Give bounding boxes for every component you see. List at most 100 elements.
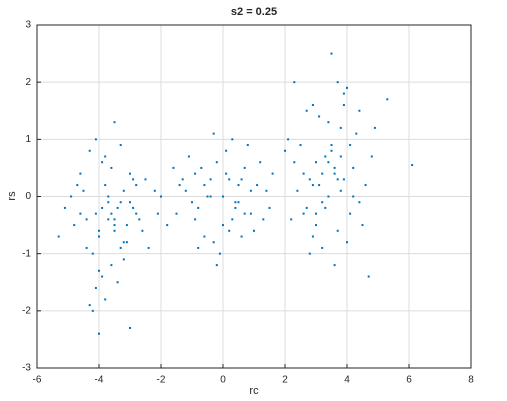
y-tick-label: -1 [22,248,31,259]
point [122,241,125,244]
point [290,218,293,221]
point [94,138,97,141]
point [293,81,296,84]
point [271,172,274,175]
point [203,184,206,187]
point [342,104,345,107]
point [73,224,76,227]
point [91,252,94,255]
point [156,212,159,215]
point [212,241,215,244]
point [327,121,330,124]
point [346,241,348,244]
point [101,206,104,209]
point [240,235,243,238]
point [324,206,327,209]
point [113,218,116,221]
point [209,195,212,198]
point [175,212,178,215]
point [113,121,116,124]
point [318,184,321,187]
point [293,161,296,164]
point [333,264,336,267]
point [129,326,131,329]
point [349,212,352,215]
point [364,184,367,187]
point [85,246,88,249]
point [336,229,339,232]
point [321,172,324,175]
point [194,218,197,221]
point [194,172,197,175]
point [166,224,169,227]
y-tick-label: -3 [22,363,31,374]
point [107,218,110,221]
point [308,178,311,181]
y-axis-label: rs [6,191,18,201]
point [88,149,91,152]
point [184,189,187,192]
point [82,189,85,192]
point [119,246,122,249]
point [79,212,82,215]
point [339,126,342,129]
point [352,195,355,198]
point [187,155,190,158]
point [98,332,100,335]
y-tick-label: 2 [25,77,31,88]
point [336,81,339,84]
point [339,155,342,158]
point [144,178,147,181]
point [104,155,107,158]
point [336,178,339,181]
point [79,172,82,175]
point [386,98,389,101]
point [367,275,370,278]
point [98,269,100,272]
point [225,172,228,175]
point [302,212,305,215]
point [308,252,311,255]
point [305,109,308,112]
point [349,144,352,147]
point [321,246,324,249]
point [125,241,128,244]
point [200,166,203,169]
point [215,264,218,267]
plot-frame [36,24,472,369]
point [70,195,73,198]
point [57,235,60,238]
point [284,149,286,152]
point [119,144,122,147]
point [240,178,243,181]
point [116,281,119,284]
point [222,224,224,227]
point [330,52,333,55]
y-tick-label: 3 [25,20,31,31]
x-tick-label: 4 [344,375,350,386]
point [125,224,128,227]
point [107,195,110,198]
point [135,212,138,215]
point [287,138,290,141]
x-tick-label: 8 [468,375,474,386]
chart-title: s2 = 0.25 [231,6,277,18]
point [107,201,110,204]
x-tick-label: 6 [406,375,412,386]
point [104,298,107,301]
point [234,201,237,204]
point [311,104,314,107]
point [98,229,100,232]
point [411,164,414,167]
point [342,178,345,181]
point [153,189,156,192]
x-tick-label: 0 [220,375,226,386]
point [256,184,259,187]
point [215,161,218,164]
point [228,229,231,232]
point [234,206,237,209]
point [76,184,79,187]
